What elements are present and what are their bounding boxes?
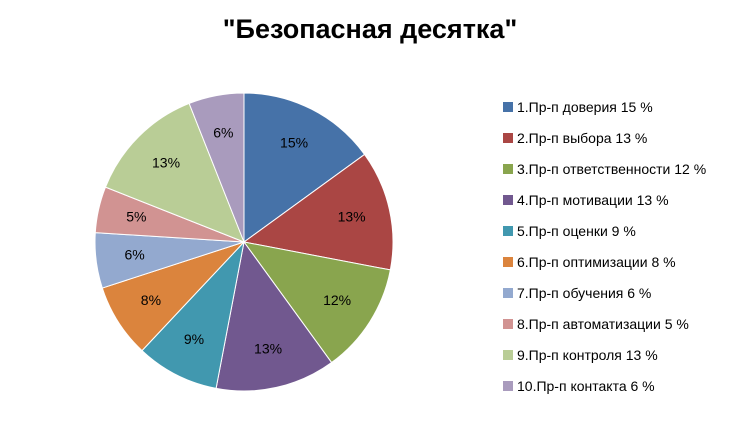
pie-slice-5 [141, 240, 245, 389]
chart-title: "Безопасная десятка" [222, 14, 518, 44]
legend-item-2: 2.Пр-п выбора 13 % [503, 122, 738, 153]
legend-swatch-2 [503, 132, 513, 143]
legend-swatch-6 [503, 256, 513, 267]
legend-item-7: 7.Пр-п обучения 6 % [503, 277, 738, 308]
data-label-4: 13% [254, 340, 282, 356]
pie-slice-9 [104, 102, 245, 243]
legend-swatch-9 [503, 349, 513, 360]
data-label-2: 13% [338, 209, 366, 225]
legend-swatch-5 [503, 225, 513, 236]
legend-swatch-3 [503, 163, 513, 174]
legend-label-9: 9.Пр-п контроля 13 % [517, 346, 658, 363]
legend-item-10: 10.Пр-п контакта 6 % [503, 370, 738, 401]
legend-item-8: 8.Пр-п автоматизации 5 % [503, 308, 738, 339]
data-label-8: 5% [126, 209, 146, 225]
legend-label-5: 5.Пр-п оценки 9 % [517, 222, 636, 239]
legend-item-4: 4.Пр-п мотивации 13 % [503, 184, 738, 215]
legend-swatch-1 [503, 101, 513, 112]
legend-label-1: 1.Пр-п доверия 15 % [517, 98, 653, 115]
data-label-1: 15% [280, 134, 308, 150]
legend-label-2: 2.Пр-п выбора 13 % [517, 129, 648, 146]
data-label-5: 9% [184, 331, 204, 347]
data-label-9: 13% [152, 155, 180, 171]
legend-item-9: 9.Пр-п контроля 13 % [503, 339, 738, 370]
legend-item-3: 3.Пр-п ответственности 12 % [503, 153, 738, 184]
pie-slice-2 [242, 153, 394, 271]
legend-swatch-8 [503, 318, 513, 329]
legend-label-10: 10.Пр-п контакта 6 % [517, 377, 655, 394]
data-label-7: 6% [124, 247, 144, 263]
legend-item-6: 6.Пр-п оптимизации 8 % [503, 246, 738, 277]
legend-label-6: 6.Пр-п оптимизации 8 % [517, 253, 676, 270]
legend-swatch-4 [503, 194, 513, 205]
pie-slice-10 [188, 92, 245, 243]
legend-label-4: 4.Пр-п мотивации 13 % [517, 191, 669, 208]
legend-swatch-7 [503, 287, 513, 298]
legend-swatch-10 [503, 380, 513, 391]
legend-label-3: 3.Пр-п ответственности 12 % [517, 160, 707, 177]
pie-slice-1 [243, 92, 366, 243]
pie-slice-4 [215, 240, 333, 392]
data-label-3: 12% [323, 292, 351, 308]
legend-label-7: 7.Пр-п обучения 6 % [517, 284, 652, 301]
data-label-6: 8% [141, 292, 161, 308]
pie-slice-3 [242, 241, 391, 364]
chart-legend: 1.Пр-п доверия 15 % 2.Пр-п выбора 13 % 3.П… [503, 91, 738, 401]
data-label-10: 6% [213, 124, 233, 140]
legend-item-5: 5.Пр-п оценки 9 % [503, 215, 738, 246]
legend-item-1: 1.Пр-п доверия 15 % [503, 91, 738, 122]
legend-label-8: 8.Пр-п автоматизации 5 % [517, 315, 689, 332]
